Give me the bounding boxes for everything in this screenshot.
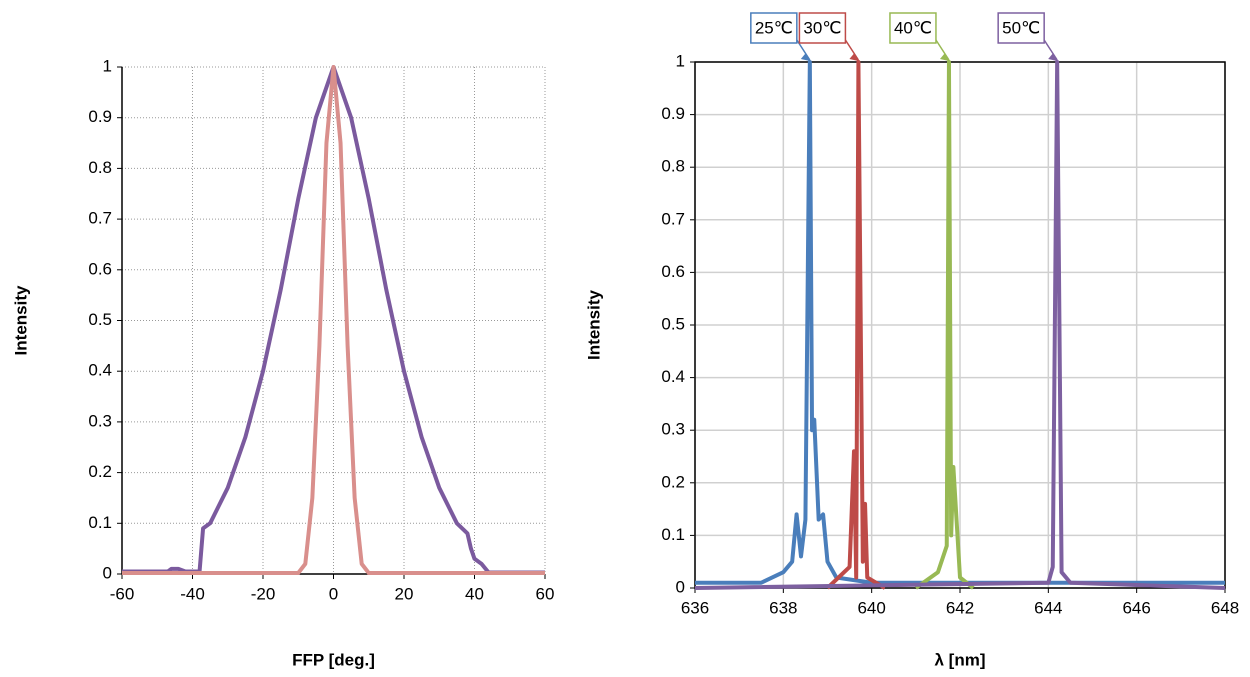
y-tick-label: 0.3	[88, 411, 112, 430]
x-axis-title: λ [nm]	[935, 650, 986, 669]
x-tick-label: 640	[857, 598, 885, 617]
arrow-head	[800, 53, 810, 61]
data-line	[122, 65, 545, 575]
y-tick-label: 0.8	[88, 158, 112, 177]
arrow-head	[849, 53, 859, 61]
x-tick-label: 20	[395, 584, 414, 603]
y-tick-label: 0.5	[88, 310, 112, 329]
x-tick-label: 638	[769, 598, 797, 617]
y-tick-label: 1	[103, 56, 112, 75]
data-line	[826, 60, 886, 590]
y-tick-label: 0.7	[88, 209, 112, 228]
y-tick-label: 0.1	[88, 513, 112, 532]
y-tick-label: 0	[103, 563, 112, 582]
x-tick-label: 644	[1034, 598, 1062, 617]
x-axis-title: FFP [deg.]	[292, 650, 375, 669]
y-tick-label: 0.4	[88, 361, 112, 380]
annotation-text: 30℃	[803, 18, 841, 37]
x-tick-label: 60	[536, 584, 555, 603]
arrow-head	[939, 53, 949, 61]
y-tick-label: 0.9	[661, 104, 685, 123]
y-tick-label: 0.1	[661, 525, 685, 544]
annotation-text: 25℃	[755, 18, 793, 37]
y-tick-label: 0.3	[661, 420, 685, 439]
y-axis-title: Intensity	[11, 285, 30, 355]
y-tick-label: 0.8	[661, 157, 685, 176]
annotation-box	[997, 12, 1045, 44]
data-line	[914, 60, 975, 590]
annotation-arrow	[1043, 39, 1058, 61]
y-tick-label: 0.4	[661, 367, 685, 386]
x-tick-label: 648	[1211, 598, 1239, 617]
y-tick-label: 0.6	[661, 262, 685, 281]
x-tick-label: -20	[251, 584, 276, 603]
x-tick-label: 636	[681, 598, 709, 617]
y-tick-label: 0.7	[661, 209, 685, 228]
arrow-head	[1048, 53, 1058, 61]
y-axis-title: Intensity	[584, 290, 603, 360]
data-line	[695, 60, 1225, 585]
annotation-text: 40℃	[894, 18, 932, 37]
x-tick-label: 0	[329, 584, 338, 603]
annotation-box	[889, 12, 937, 44]
x-tick-label: -60	[110, 584, 135, 603]
annotation-box	[750, 12, 798, 44]
y-tick-label: 0.9	[88, 107, 112, 126]
x-tick-label: 646	[1122, 598, 1150, 617]
y-tick-label: 0.6	[88, 259, 112, 278]
y-tick-label: 0.2	[88, 462, 112, 481]
plot-frame	[694, 61, 1226, 589]
data-line	[694, 60, 1226, 590]
x-tick-label: 40	[465, 584, 484, 603]
annotation-text: 50℃	[1002, 18, 1040, 37]
annotation-box	[798, 12, 847, 44]
x-tick-label: -40	[180, 584, 205, 603]
x-tick-label: 642	[946, 598, 974, 617]
y-tick-label: 0	[676, 577, 685, 596]
y-tick-label: 0.5	[661, 314, 685, 333]
y-tick-label: 0.2	[661, 472, 685, 491]
y-tick-label: 1	[676, 51, 685, 70]
